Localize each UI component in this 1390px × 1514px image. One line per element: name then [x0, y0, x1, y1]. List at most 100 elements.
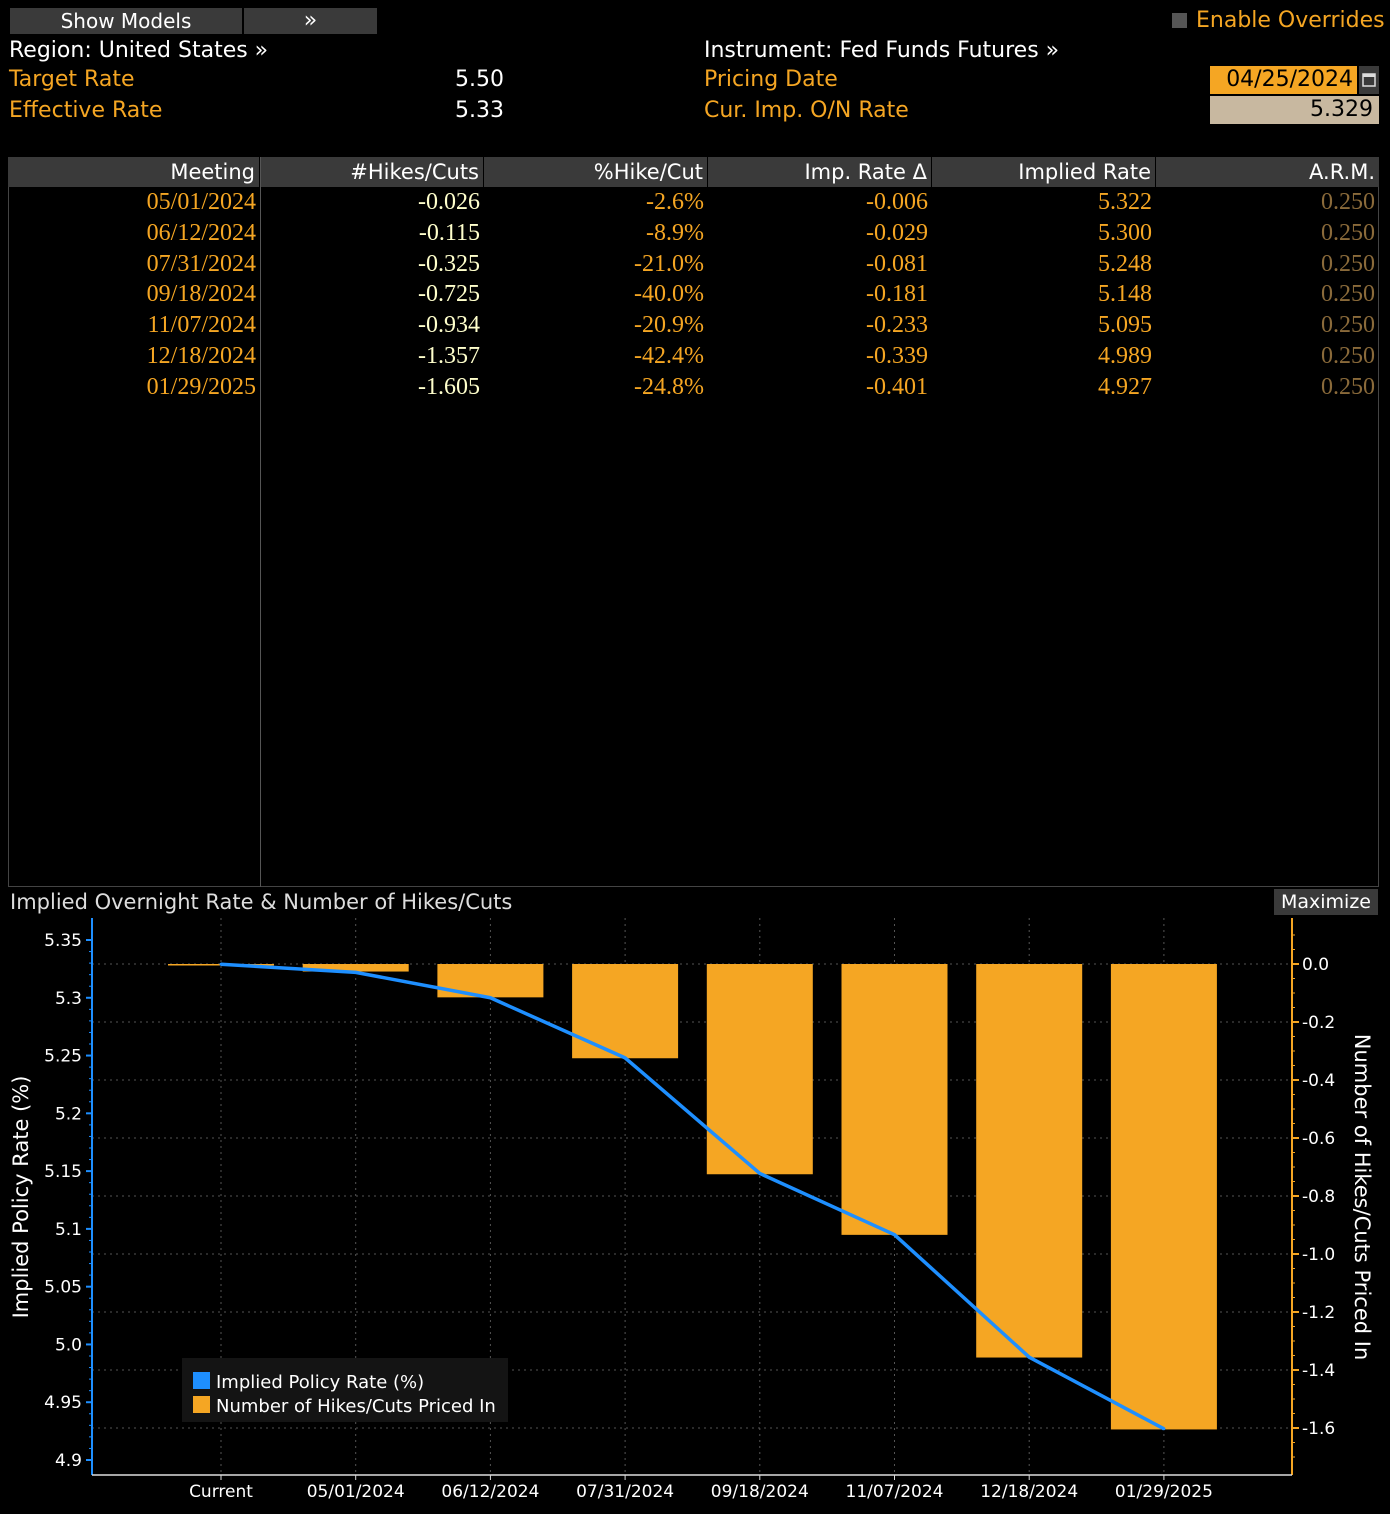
- cell-arm: 0.250: [1321, 343, 1375, 369]
- bar-hikes-cuts: [572, 964, 679, 1059]
- cell-imp-rate-delta: -0.233: [866, 312, 928, 339]
- cell-imp-rate-delta: -0.339: [866, 343, 928, 369]
- tick-label-x: 09/18/2024: [711, 1482, 809, 1502]
- legend-swatch-implied-policy-rate: [193, 1372, 210, 1389]
- y-axis-right-title: Number of Hikes/Cuts Priced In: [1350, 1034, 1374, 1360]
- target-rate-value: 5.50: [455, 67, 504, 92]
- bar-hikes-cuts: [706, 964, 813, 1175]
- point-implied-policy-rate: [758, 1171, 762, 1175]
- cell-implied-rate: 5.248: [1098, 250, 1152, 277]
- tick-label-x: 11/07/2024: [846, 1482, 944, 1502]
- cell-implied-rate: 5.095: [1098, 312, 1152, 339]
- cell-pct-hike-cut: -20.9%: [634, 312, 704, 339]
- point-implied-policy-rate: [893, 1233, 896, 1237]
- tick-label-left: 5.15: [44, 1162, 82, 1182]
- cell-hikes-cuts: -1.357: [418, 343, 480, 369]
- tick-label-right: 0.0: [1302, 955, 1329, 975]
- legend-label-implied-policy-rate: Implied Policy Rate (%): [216, 1372, 424, 1393]
- enable-overrides-label[interactable]: Enable Overrides: [1196, 8, 1385, 33]
- bar-hikes-cuts: [1110, 964, 1217, 1430]
- cell-meeting: 06/12/2024: [146, 219, 256, 246]
- cell-imp-rate-delta: -0.401: [866, 373, 928, 400]
- cur-imp-rate-input[interactable]: 5.329: [1210, 96, 1379, 124]
- tick-label-left: 5.35: [44, 931, 82, 951]
- cell-hikes-cuts: -0.934: [418, 312, 480, 339]
- tick-label-right: -1.0: [1302, 1245, 1335, 1265]
- col-implied-rate[interactable]: Implied Rate: [932, 157, 1156, 187]
- point-implied-policy-rate: [623, 1056, 627, 1060]
- chart-legend: [182, 1358, 508, 1422]
- tick-label-left: 5.0: [55, 1335, 82, 1355]
- target-rate-label: Target Rate: [9, 67, 135, 92]
- tick-label-left: 4.9: [55, 1451, 82, 1471]
- tick-label-left: 5.25: [44, 1047, 82, 1067]
- tick-label-x: 01/29/2025: [1115, 1482, 1213, 1502]
- cell-arm: 0.250: [1321, 281, 1375, 308]
- cell-hikes-cuts: -0.325: [418, 250, 480, 277]
- cell-meeting: 05/01/2024: [146, 189, 256, 215]
- tick-label-right: -0.6: [1302, 1129, 1335, 1149]
- tick-label-left: 5.3: [55, 989, 82, 1009]
- cell-arm: 0.250: [1321, 373, 1375, 400]
- tick-label-left: 5.1: [55, 1220, 82, 1240]
- col-arm[interactable]: A.R.M.: [1309, 160, 1375, 184]
- tick-label-right: -1.4: [1302, 1361, 1335, 1381]
- cell-implied-rate: 5.322: [1098, 189, 1152, 215]
- tick-label-x: 12/18/2024: [980, 1482, 1078, 1502]
- cell-hikes-cuts: -0.115: [418, 219, 480, 246]
- cell-meeting: 07/31/2024: [146, 250, 256, 277]
- col-hikes-cuts[interactable]: #Hikes/Cuts: [260, 157, 484, 187]
- cell-pct-hike-cut: -8.9%: [646, 219, 704, 246]
- y-axis-left-title: Implied Policy Rate (%): [9, 1076, 33, 1319]
- col-imp-rate-delta[interactable]: Imp. Rate Δ: [708, 157, 932, 187]
- instrument-selector[interactable]: Instrument: Fed Funds Futures »: [704, 38, 1060, 63]
- cell-pct-hike-cut: -21.0%: [634, 250, 704, 277]
- cell-arm: 0.250: [1321, 219, 1375, 246]
- tick-label-left: 4.95: [44, 1393, 82, 1413]
- cell-imp-rate-delta: -0.006: [866, 189, 928, 215]
- expand-button[interactable]: »: [244, 8, 377, 34]
- cell-implied-rate: 5.300: [1098, 219, 1152, 246]
- cell-pct-hike-cut: -24.8%: [634, 373, 704, 400]
- tick-label-x: 05/01/2024: [307, 1482, 405, 1502]
- pricing-date-input[interactable]: 04/25/2024: [1210, 66, 1357, 94]
- tick-label-x: 07/31/2024: [576, 1482, 674, 1502]
- col-pct-hike-cut[interactable]: %Hike/Cut: [484, 157, 708, 187]
- effective-rate-label: Effective Rate: [9, 98, 163, 123]
- col-meeting[interactable]: Meeting: [8, 157, 260, 187]
- legend-swatch-hikes-cuts: [193, 1396, 210, 1413]
- cell-pct-hike-cut: -40.0%: [634, 281, 704, 308]
- table-header: Meeting #Hikes/Cuts %Hike/Cut Imp. Rate …: [8, 157, 1379, 187]
- cell-meeting: 09/18/2024: [146, 281, 256, 308]
- cell-meeting: 01/29/2025: [146, 373, 256, 400]
- tick-label-right: -1.6: [1302, 1419, 1335, 1439]
- show-models-button[interactable]: Show Models: [10, 8, 242, 34]
- cur-imp-rate-label: Cur. Imp. O/N Rate: [704, 98, 909, 123]
- line-implied-policy-rate: [220, 962, 1165, 1431]
- cell-hikes-cuts: -0.725: [418, 281, 480, 308]
- cell-arm: 0.250: [1321, 312, 1375, 339]
- tick-label-right: -0.4: [1302, 1071, 1335, 1091]
- tick-label-left: 5.05: [44, 1278, 82, 1298]
- effective-rate-value: 5.33: [455, 98, 504, 123]
- cell-meeting: 12/18/2024: [146, 343, 256, 369]
- tick-label-x: Current: [189, 1482, 253, 1502]
- bar-hikes-cuts: [976, 964, 1083, 1358]
- cell-imp-rate-delta: -0.181: [866, 281, 928, 308]
- enable-overrides-checkbox[interactable]: [1172, 13, 1187, 28]
- maximize-button[interactable]: Maximize: [1274, 889, 1378, 915]
- bar-hikes-cuts: [302, 964, 409, 972]
- bar-hikes-cuts: [841, 964, 948, 1235]
- cell-hikes-cuts: -0.026: [418, 189, 480, 215]
- region-selector[interactable]: Region: United States »: [9, 38, 269, 63]
- chart-title: Implied Overnight Rate & Number of Hikes…: [10, 890, 513, 914]
- point-implied-policy-rate: [219, 962, 223, 966]
- point-implied-policy-rate: [1162, 1427, 1166, 1431]
- calendar-icon[interactable]: [1359, 66, 1379, 94]
- cell-hikes-cuts: -1.605: [418, 373, 480, 400]
- cell-imp-rate-delta: -0.029: [866, 219, 928, 246]
- cell-implied-rate: 5.148: [1098, 281, 1152, 308]
- tick-label-right: -0.2: [1302, 1013, 1335, 1033]
- tick-label-x: 06/12/2024: [441, 1482, 539, 1502]
